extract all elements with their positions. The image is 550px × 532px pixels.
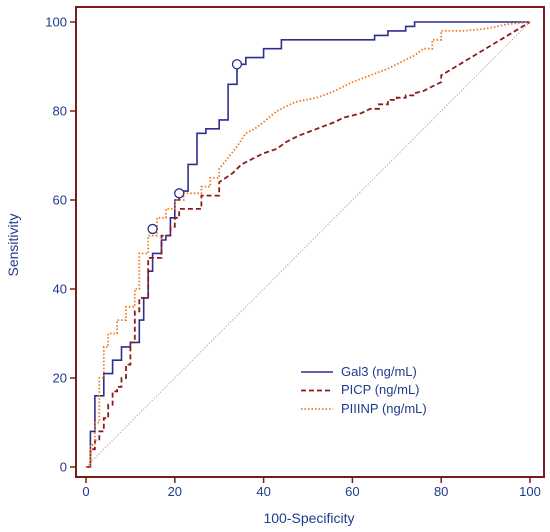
ticks-layer: 0 20 40 60 80 100 0 20 40 60 80 100: [45, 15, 541, 500]
y-tick-label: 0: [60, 460, 67, 475]
x-tick-label: 0: [82, 484, 89, 499]
criterion-marker-2: [231, 59, 243, 70]
y-tick-label: 60: [53, 193, 67, 208]
y-tick-label: 80: [53, 104, 67, 119]
y-tick-label: 100: [45, 15, 67, 30]
x-tick-label: 80: [434, 484, 448, 499]
criterion-marker-1: [174, 188, 185, 199]
x-tick-label: 20: [168, 484, 182, 499]
marker-layer: [147, 59, 243, 235]
criterion-marker-0: [147, 223, 158, 235]
plot-frame: [75, 6, 545, 478]
x-tick-label: 60: [345, 484, 359, 499]
legend-label-picp: PICP (ng/mL): [341, 382, 420, 397]
legend: Gal3 (ng/mL) PICP (ng/mL) PIIINP (ng/mL): [301, 364, 427, 416]
x-axis-title: 100-Specificity: [263, 510, 354, 526]
y-tick-label: 40: [53, 282, 67, 297]
legend-label-gal3: Gal3 (ng/mL): [341, 364, 417, 379]
legend-label-piiinp: PIIINP (ng/mL): [341, 401, 427, 416]
y-tick-label: 20: [53, 371, 67, 386]
y-axis-title: Sensitivity: [5, 213, 21, 276]
series-line-0: [86, 21, 530, 468]
x-tick-label: 40: [256, 484, 270, 499]
diagonal-reference-line: [85, 21, 531, 468]
x-tick-label: 100: [519, 484, 541, 499]
